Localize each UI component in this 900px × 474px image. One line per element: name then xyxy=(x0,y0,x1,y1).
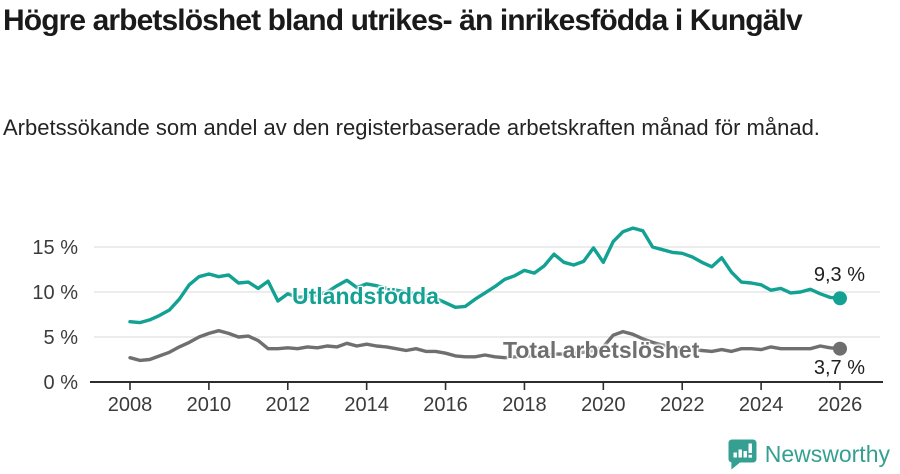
x-axis-tick-label: 2024 xyxy=(739,394,784,416)
series-line-utlandsf-dda xyxy=(128,226,842,325)
x-axis-tick-label: 2020 xyxy=(581,394,626,416)
series-line-total-arbetsl-shet xyxy=(128,328,842,363)
y-axis-tick-label: 5 % xyxy=(44,327,79,349)
x-axis-tick-label: 2016 xyxy=(423,394,468,416)
y-axis-tick-label: 15 % xyxy=(32,237,78,259)
series-label-utlandsfodda: Utlandsfödda xyxy=(292,283,439,309)
x-axis-tick-label: 2012 xyxy=(266,394,311,416)
x-axis-tick-label: 2010 xyxy=(187,394,232,416)
x-axis-tick-label: 2022 xyxy=(660,394,705,416)
end-value-label-utlandsfodda: 9,3 % xyxy=(813,264,865,286)
x-axis-tick-label: 2018 xyxy=(502,394,547,416)
newsworthy-branding: Newsworthy xyxy=(728,438,890,470)
series-end-dot-utlandsf-dda xyxy=(833,291,847,306)
newsworthy-brand-name: Newsworthy xyxy=(764,440,890,467)
series-label-total-arbetsloshet: Total arbetslöshet xyxy=(503,337,700,363)
chart-subtitle: Arbetssökande som andel av den registerb… xyxy=(3,115,820,140)
series-end-dot-total-arbetsl-shet xyxy=(833,341,847,356)
x-axis-tick-label: 2014 xyxy=(344,394,389,416)
unemployment-line-chart: 0 % 5 % 10 % 15 % 2008 2010 2012 2014 2016 2018 20… xyxy=(32,226,883,416)
chart-title: Högre arbetslöshet bland utrikes- än inr… xyxy=(3,4,803,37)
y-axis-tick-label: 10 % xyxy=(32,282,78,304)
newsworthy-logo-icon xyxy=(728,439,757,469)
end-value-label-total: 3,7 % xyxy=(813,357,865,379)
y-axis-tick-label: 0 % xyxy=(44,372,79,394)
x-axis-tick-label: 2026 xyxy=(818,394,863,416)
x-axis-tick-label: 2008 xyxy=(108,394,153,416)
